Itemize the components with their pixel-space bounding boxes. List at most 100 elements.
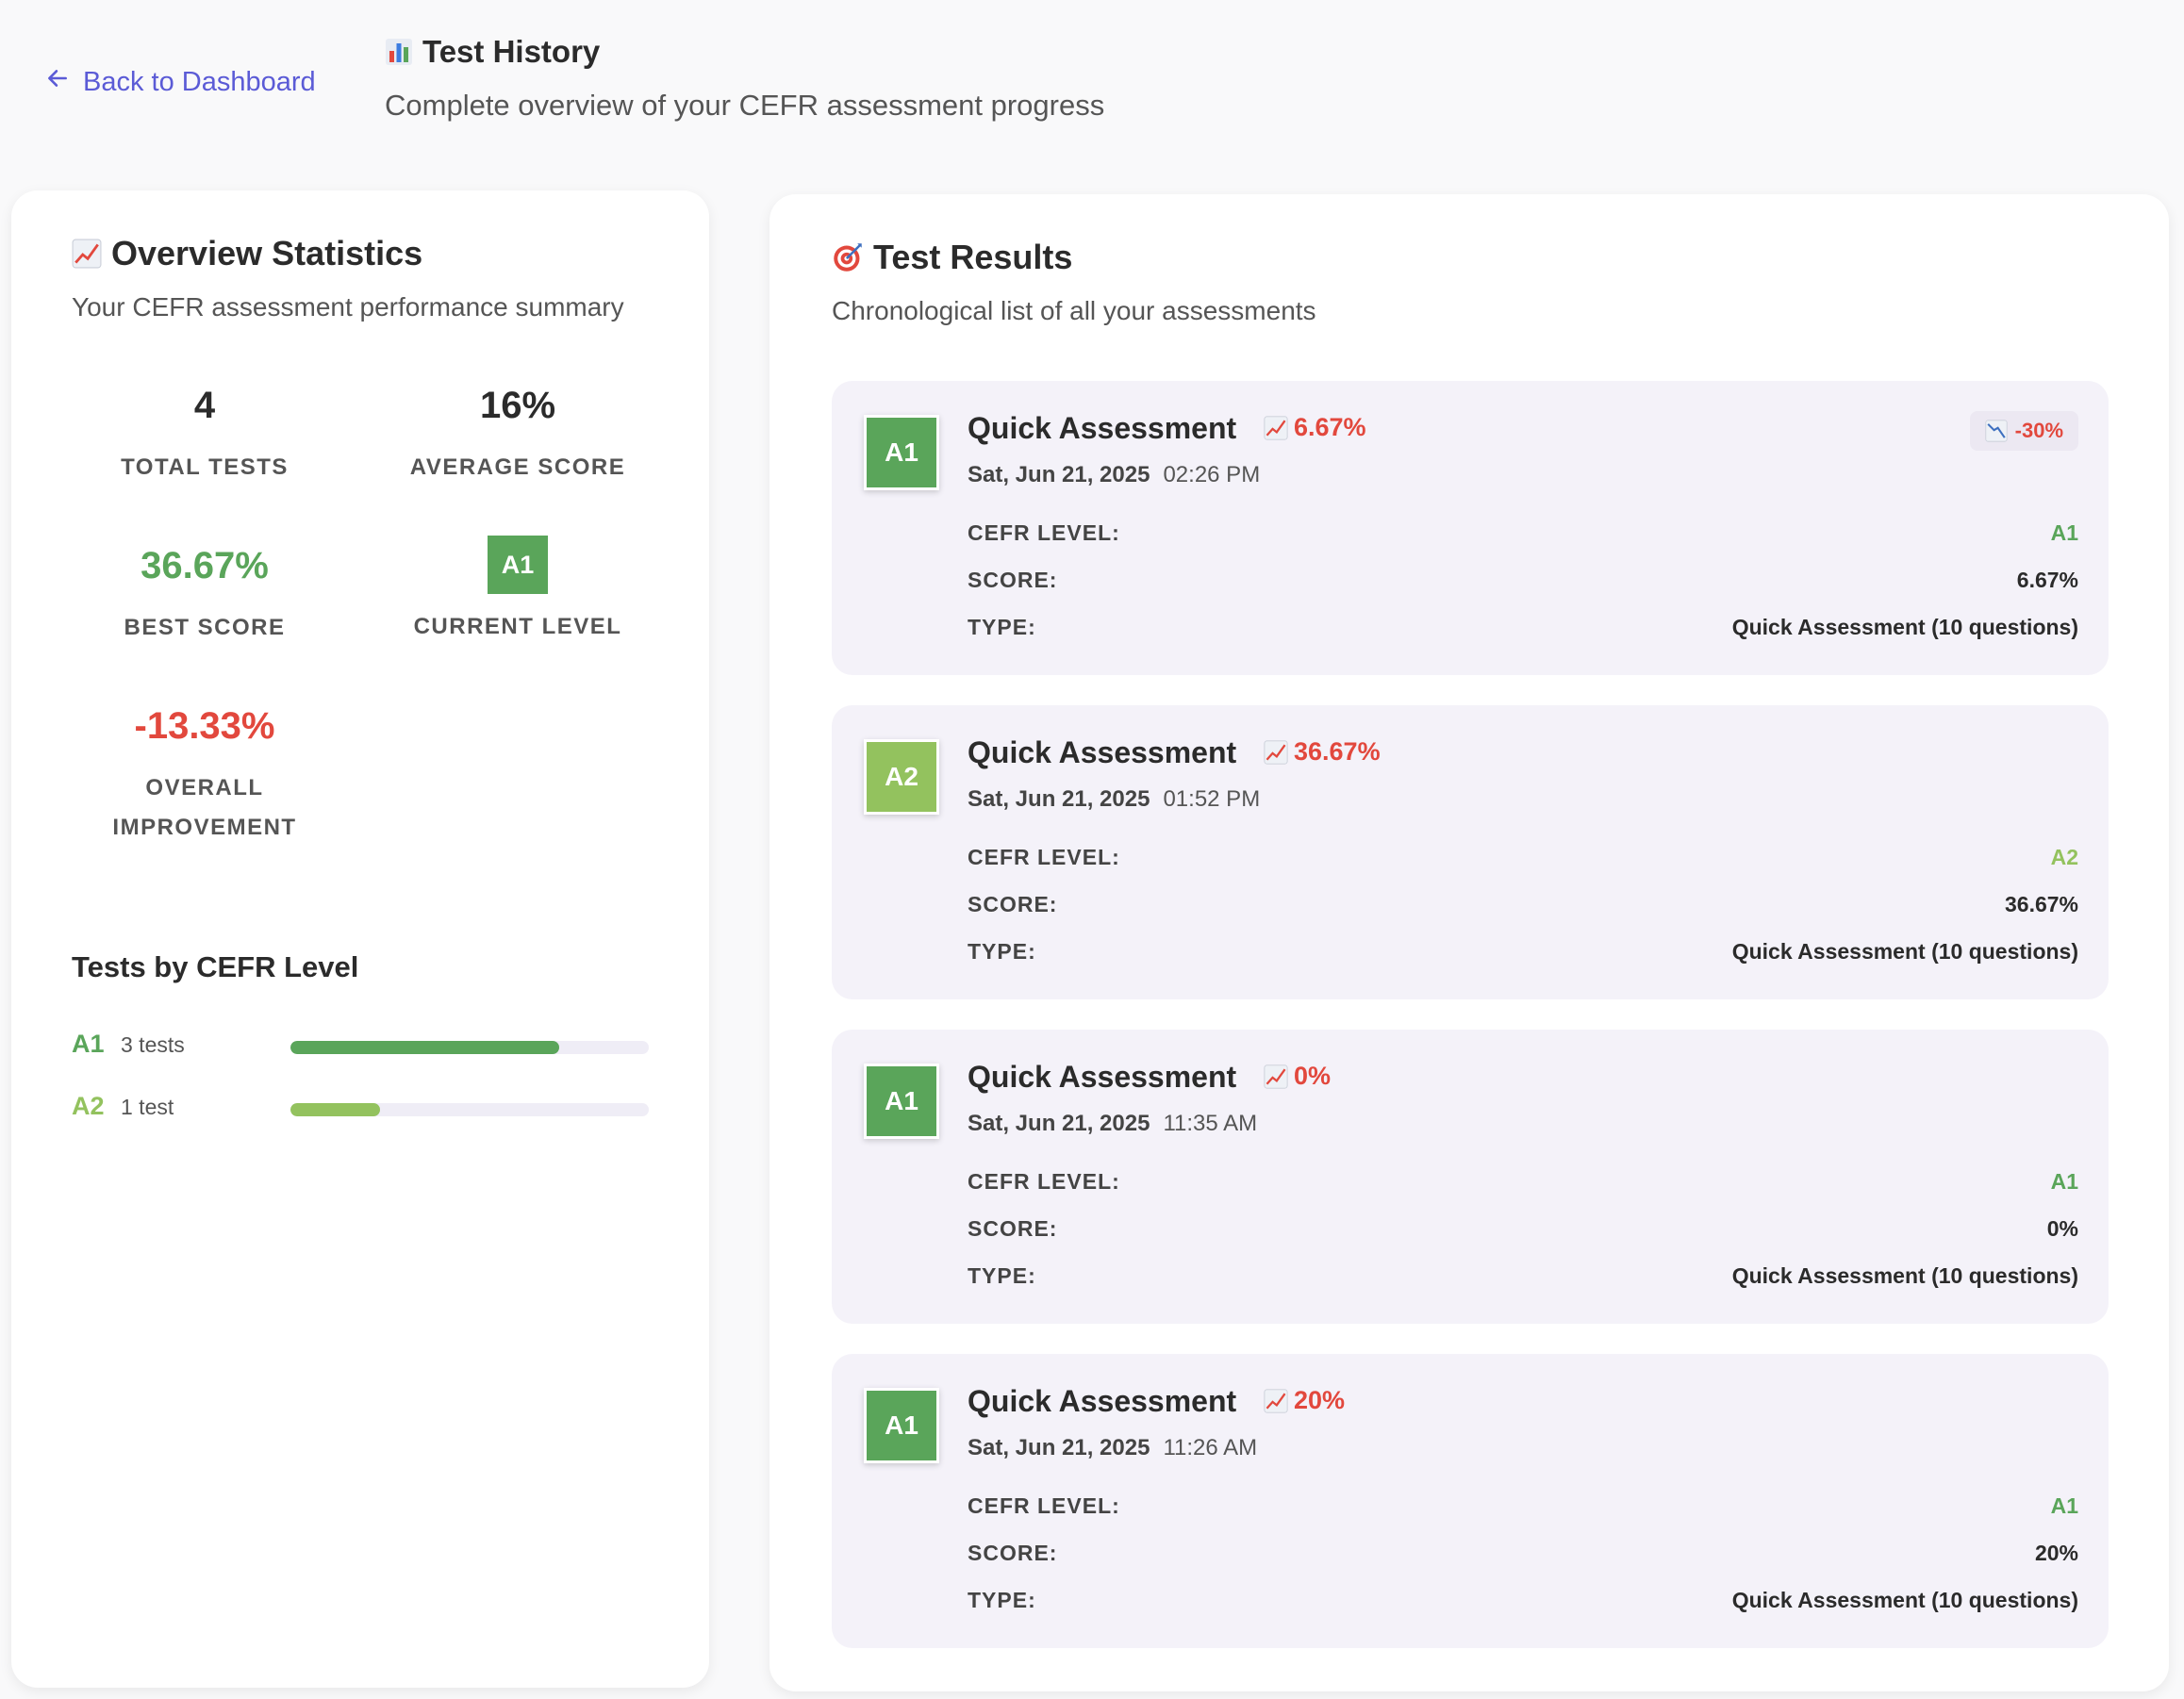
bar-chart-icon <box>385 38 413 66</box>
level-value: A2 <box>2050 845 2078 869</box>
result-date: Sat, Jun 21, 2025 <box>968 1435 1150 1460</box>
stat-total-tests: 4 TOTAL TESTS <box>49 385 360 487</box>
type-value: Quick Assessment (10 questions) <box>1731 1588 2078 1612</box>
score-key: SCORE: <box>968 568 1058 592</box>
score-change-text: -30% <box>2014 419 2063 442</box>
result-row-type: TYPE: Quick Assessment (10 questions) <box>968 1263 2078 1292</box>
type-key: TYPE: <box>968 1263 1036 1288</box>
level-code: A1 <box>72 1030 105 1058</box>
chart-increasing-icon <box>1264 415 1288 440</box>
result-date: Sat, Jun 21, 2025 <box>968 462 1150 487</box>
level-key: CEFR LEVEL: <box>968 520 1120 545</box>
type-value: Quick Assessment (10 questions) <box>1731 615 2078 639</box>
stat-best-score: 36.67% BEST SCORE <box>49 545 360 648</box>
result-row-score: SCORE: 0% <box>968 1216 2078 1245</box>
result-row-level: CEFR LEVEL: A1 <box>968 1169 2078 1197</box>
total-tests-label: TOTAL TESTS <box>121 454 289 480</box>
level-value: A1 <box>2050 520 2078 545</box>
result-time: 11:35 AM <box>1163 1111 1258 1136</box>
score-key: SCORE: <box>968 1541 1058 1565</box>
result-score-text: 20% <box>1294 1386 1346 1414</box>
best-score-value: 36.67% <box>141 545 269 586</box>
result-row-score: SCORE: 6.67% <box>968 568 2078 596</box>
result-row-level: CEFR LEVEL: A2 <box>968 845 2078 873</box>
result-datetime: Sat, Jun 21, 2025 11:26 AM <box>968 1435 1257 1461</box>
type-key: TYPE: <box>968 1588 1036 1612</box>
tests-by-level-title: Tests by CEFR Level <box>72 950 359 983</box>
back-to-dashboard-link[interactable]: Back to Dashboard <box>45 66 316 98</box>
level-bar-fill <box>290 1041 559 1054</box>
level-bar-track <box>290 1103 649 1116</box>
test-results-card: Test Results Chronological list of all y… <box>769 194 2169 1691</box>
result-card[interactable]: A1 Quick Assessment 6.67% Sat, Jun 21, 2… <box>832 381 2109 675</box>
level-bar-track <box>290 1041 649 1054</box>
result-date: Sat, Jun 21, 2025 <box>968 1111 1150 1136</box>
result-datetime: Sat, Jun 21, 2025 11:35 AM <box>968 1111 1257 1137</box>
result-level-badge: A1 <box>864 1388 939 1463</box>
chart-decreasing-icon <box>1985 420 2008 442</box>
current-level-badge: A1 <box>488 536 548 594</box>
level-value: A1 <box>2050 1169 2078 1194</box>
result-date: Sat, Jun 21, 2025 <box>968 786 1150 812</box>
result-row-type: TYPE: Quick Assessment (10 questions) <box>968 615 2078 643</box>
stat-average-score: 16% AVERAGE SCORE <box>362 385 673 487</box>
result-score-text: 6.67% <box>1294 413 1366 441</box>
score-key: SCORE: <box>968 892 1058 916</box>
result-time: 11:26 AM <box>1163 1435 1258 1460</box>
best-score-label: BEST SCORE <box>124 615 286 640</box>
result-datetime: Sat, Jun 21, 2025 01:52 PM <box>968 786 1260 813</box>
score-value: 0% <box>2046 1216 2078 1241</box>
result-row-level: CEFR LEVEL: A1 <box>968 1493 2078 1522</box>
chart-increasing-icon <box>1264 739 1288 765</box>
level-key: CEFR LEVEL: <box>968 1493 1120 1518</box>
score-change-badge: -30% <box>1969 411 2078 451</box>
result-time: 01:52 PM <box>1163 786 1261 812</box>
score-value: 6.67% <box>2016 568 2078 592</box>
level-count: 1 test <box>121 1095 174 1119</box>
result-card[interactable]: A1 Quick Assessment 20% Sat, Jun 21, 202… <box>832 1354 2109 1648</box>
result-name: Quick Assessment <box>968 1060 1237 1094</box>
result-card[interactable]: A2 Quick Assessment 36.67% Sat, Jun 21, … <box>832 705 2109 999</box>
page-title: Test History <box>385 34 600 70</box>
level-bar-fill <box>290 1103 380 1116</box>
overview-title: Overview Statistics <box>72 234 422 273</box>
result-row-type: TYPE: Quick Assessment (10 questions) <box>968 939 2078 967</box>
results-title: Test Results <box>832 238 1072 277</box>
type-key: TYPE: <box>968 939 1036 964</box>
overall-improvement-label-line1: OVERALL <box>145 775 264 800</box>
level-value: A1 <box>2050 1493 2078 1518</box>
arrow-left-icon <box>45 66 70 98</box>
result-score: 6.67% <box>1264 413 1366 442</box>
level-key: CEFR LEVEL: <box>968 845 1120 869</box>
score-key: SCORE: <box>968 1216 1058 1241</box>
overview-title-text: Overview Statistics <box>111 234 423 272</box>
result-score: 36.67% <box>1264 737 1381 767</box>
level-row-a2: A2 1 test <box>72 1092 675 1130</box>
total-tests-value: 4 <box>193 385 216 426</box>
type-value: Quick Assessment (10 questions) <box>1731 939 2078 964</box>
result-name: Quick Assessment <box>968 411 1237 445</box>
result-score-text: 0% <box>1294 1062 1332 1090</box>
chart-increasing-icon <box>72 239 102 269</box>
average-score-label: AVERAGE SCORE <box>409 454 626 480</box>
result-score: 0% <box>1264 1062 1331 1091</box>
level-count: 3 tests <box>121 1032 185 1057</box>
result-level-badge: A1 <box>864 1064 939 1139</box>
average-score-value: 16% <box>479 385 556 426</box>
result-row-type: TYPE: Quick Assessment (10 questions) <box>968 1588 2078 1616</box>
overall-improvement-label: OVERALL IMPROVEMENT <box>49 768 360 848</box>
result-row-score: SCORE: 36.67% <box>968 892 2078 920</box>
page-title-text: Test History <box>422 34 601 69</box>
level-code: A2 <box>72 1092 105 1120</box>
results-subtitle: Chronological list of all your assessmen… <box>832 296 1316 325</box>
overview-subtitle: Your CEFR assessment performance summary <box>72 292 624 322</box>
result-row-level: CEFR LEVEL: A1 <box>968 520 2078 549</box>
target-icon <box>832 241 864 273</box>
overall-improvement-label-line2: IMPROVEMENT <box>112 815 297 840</box>
results-title-text: Test Results <box>873 238 1073 276</box>
result-score-text: 36.67% <box>1294 737 1381 766</box>
result-card[interactable]: A1 Quick Assessment 0% Sat, Jun 21, 2025… <box>832 1030 2109 1324</box>
result-datetime: Sat, Jun 21, 2025 02:26 PM <box>968 462 1260 488</box>
score-value: 36.67% <box>2004 892 2078 916</box>
result-time: 02:26 PM <box>1163 462 1261 487</box>
